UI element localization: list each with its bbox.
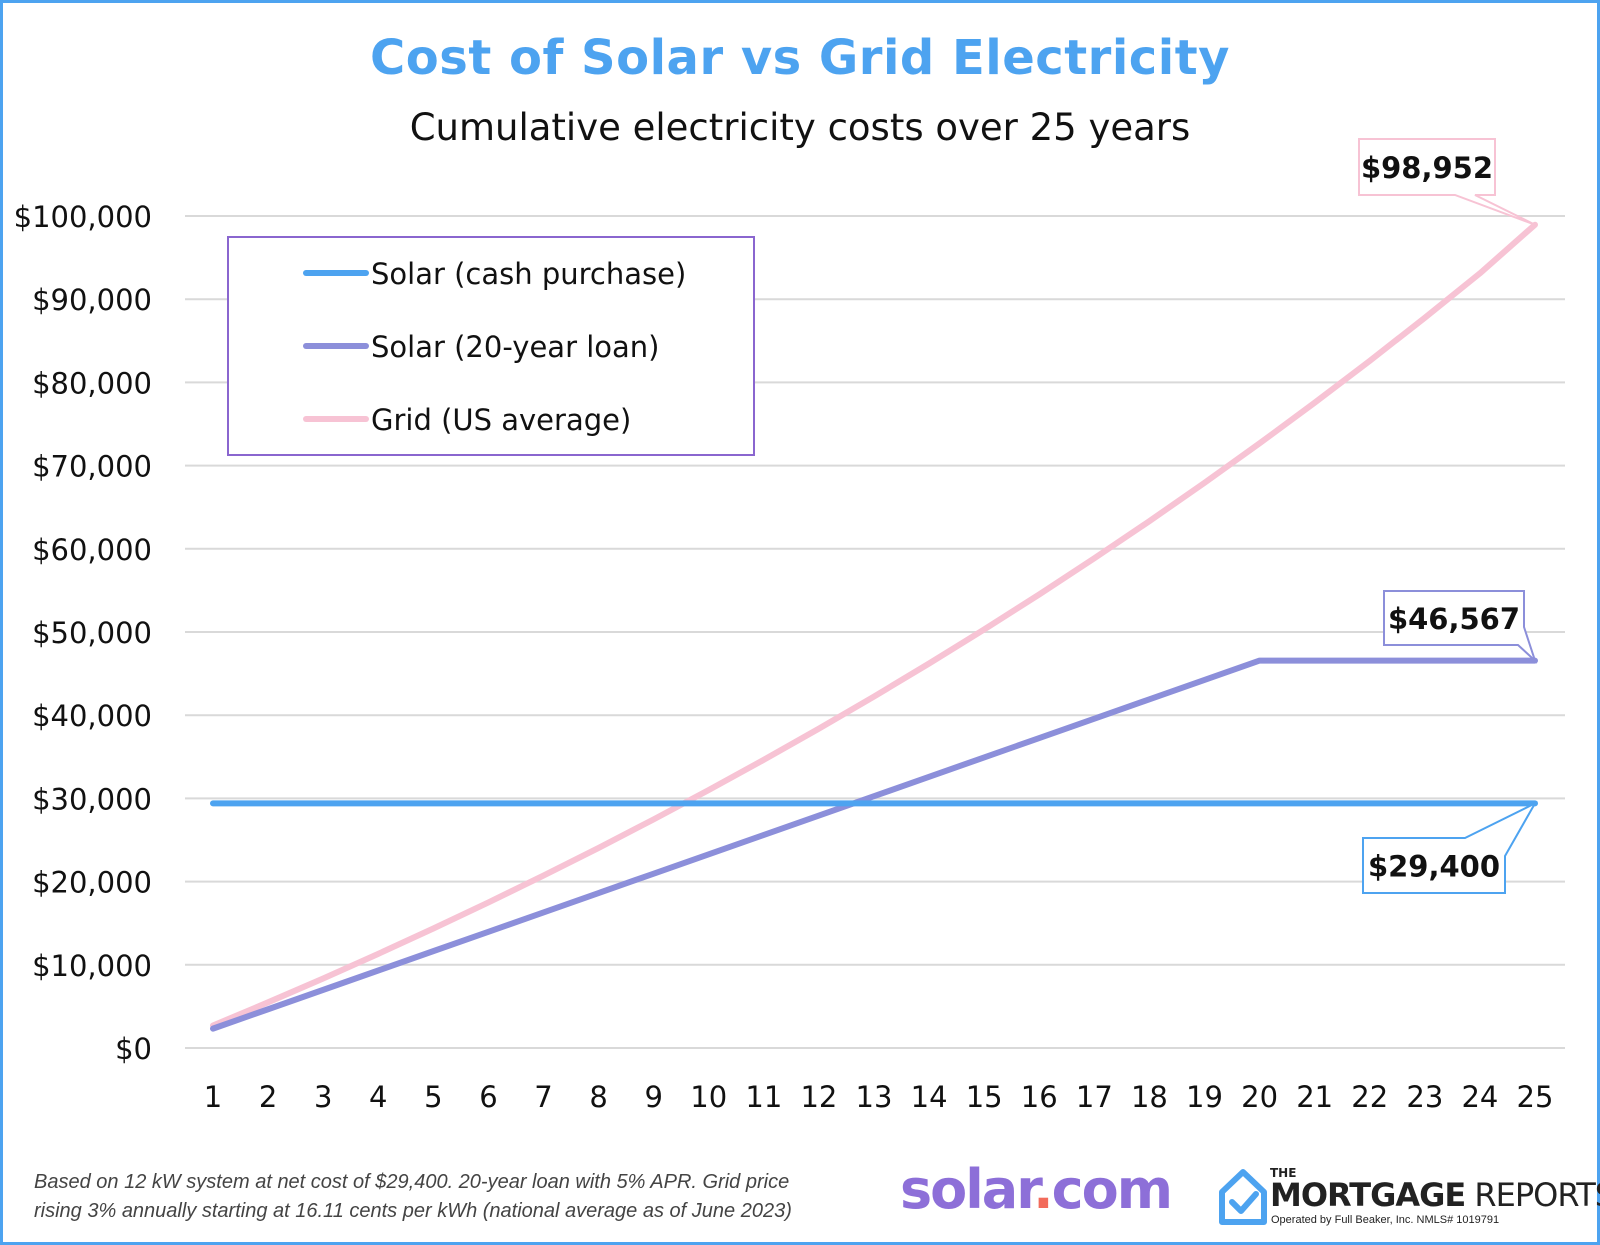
x-tick-label: 16 [1021, 1080, 1058, 1114]
x-tick-label: 9 [644, 1080, 662, 1114]
x-tick-label: 14 [911, 1080, 948, 1114]
tmr-mortgage: MORTGAGE [1270, 1176, 1466, 1214]
x-tick-label: 11 [745, 1080, 782, 1114]
series-line-2 [210, 221, 1538, 1029]
annotation-box [1362, 801, 1538, 894]
y-tick-label: $20,000 [32, 866, 152, 900]
x-tick-label: 3 [314, 1080, 332, 1114]
footnote: Based on 12 kW system at net cost of $29… [34, 1168, 894, 1226]
y-tick-label: $0 [115, 1032, 152, 1066]
tmr-subline: Operated by Full Beaker, Inc. NMLS# 1019… [1271, 1214, 1500, 1226]
tmr-reports: REPORTS [1465, 1176, 1600, 1214]
annotation-box [1383, 590, 1538, 664]
footnote-line-2: rising 3% annually starting at 16.11 cen… [34, 1200, 792, 1222]
legend: Solar (cash purchase) Solar (20-year loan… [227, 236, 755, 456]
chart-subtitle: Cumulative electricity costs over 25 yea… [409, 106, 1191, 149]
x-tick-label: 1 [204, 1080, 222, 1114]
x-tick-label: 17 [1076, 1080, 1113, 1114]
mortgage-reports-logo: THE MORTGAGE REPORTS Operated by Full Be… [1218, 1166, 1600, 1228]
x-tick-label: 22 [1351, 1080, 1388, 1114]
y-tick-label: $10,000 [32, 949, 152, 983]
house-check-icon [1219, 1169, 1267, 1225]
tmr-wordmark: MORTGAGE REPORTS [1270, 1176, 1600, 1214]
y-tick-label: $60,000 [32, 533, 152, 567]
y-tick-label: $90,000 [32, 283, 152, 317]
legend-label: Grid (US average) [371, 403, 631, 437]
x-tick-label: 5 [424, 1080, 442, 1114]
x-tick-label: 12 [800, 1080, 837, 1114]
y-tick-label: $30,000 [32, 782, 152, 816]
x-tick-label: 10 [690, 1080, 727, 1114]
annotation-box [1358, 138, 1536, 226]
x-tick-label: 15 [966, 1080, 1003, 1114]
y-tick-label: $100,000 [14, 200, 152, 234]
x-tick-label: 6 [479, 1080, 497, 1114]
value-annotations: $98,952 $46,567 $29,400 [1358, 138, 1538, 894]
series-line-1 [210, 657, 1538, 1032]
x-tick-label: 23 [1406, 1080, 1443, 1114]
tmr-the: THE [1270, 1166, 1297, 1180]
legend-label: Solar (cash purchase) [371, 257, 686, 291]
y-tick-label: $70,000 [32, 450, 152, 484]
solar-logo-tld: com [1051, 1158, 1173, 1221]
x-tick-label: 18 [1131, 1080, 1168, 1114]
x-tick-label: 8 [589, 1080, 607, 1114]
x-tick-label: 19 [1186, 1080, 1223, 1114]
x-tick-label: 20 [1241, 1080, 1278, 1114]
x-tick-label: 25 [1517, 1080, 1554, 1114]
x-axis-ticks: 1 2 3 4 5 6 7 8 9 10 11 12 13 14 15 16 17 18 19 20 21 22 23 24 2… [204, 1080, 1554, 1114]
x-tick-label: 7 [534, 1080, 552, 1114]
solar-logo-word: solar [900, 1158, 1035, 1221]
y-tick-label: $50,000 [32, 616, 152, 650]
x-tick-label: 2 [259, 1080, 277, 1114]
x-tick-label: 21 [1296, 1080, 1333, 1114]
y-axis-ticks: $0 $10,000 $20,000 $30,000 $40,000 $50,000 $60… [14, 200, 152, 1066]
annotation-label: $98,952 [1361, 151, 1493, 185]
x-tick-label: 4 [369, 1080, 387, 1114]
x-tick-label: 13 [856, 1080, 893, 1114]
annotation-label: $29,400 [1368, 850, 1500, 884]
series-lines [210, 221, 1538, 1032]
annotation-label: $46,567 [1388, 602, 1520, 636]
solar-com-logo: solar.com [900, 1158, 1173, 1221]
x-tick-label: 24 [1461, 1080, 1498, 1114]
y-tick-label: $40,000 [32, 699, 152, 733]
footnote-line-1: Based on 12 kW system at net cost of $29… [34, 1171, 790, 1193]
legend-label: Solar (20-year loan) [371, 330, 659, 364]
y-tick-label: $80,000 [32, 366, 152, 400]
solar-logo-dot: . [1033, 1158, 1053, 1221]
chart-title: Cost of Solar vs Grid Electricity [370, 30, 1230, 86]
